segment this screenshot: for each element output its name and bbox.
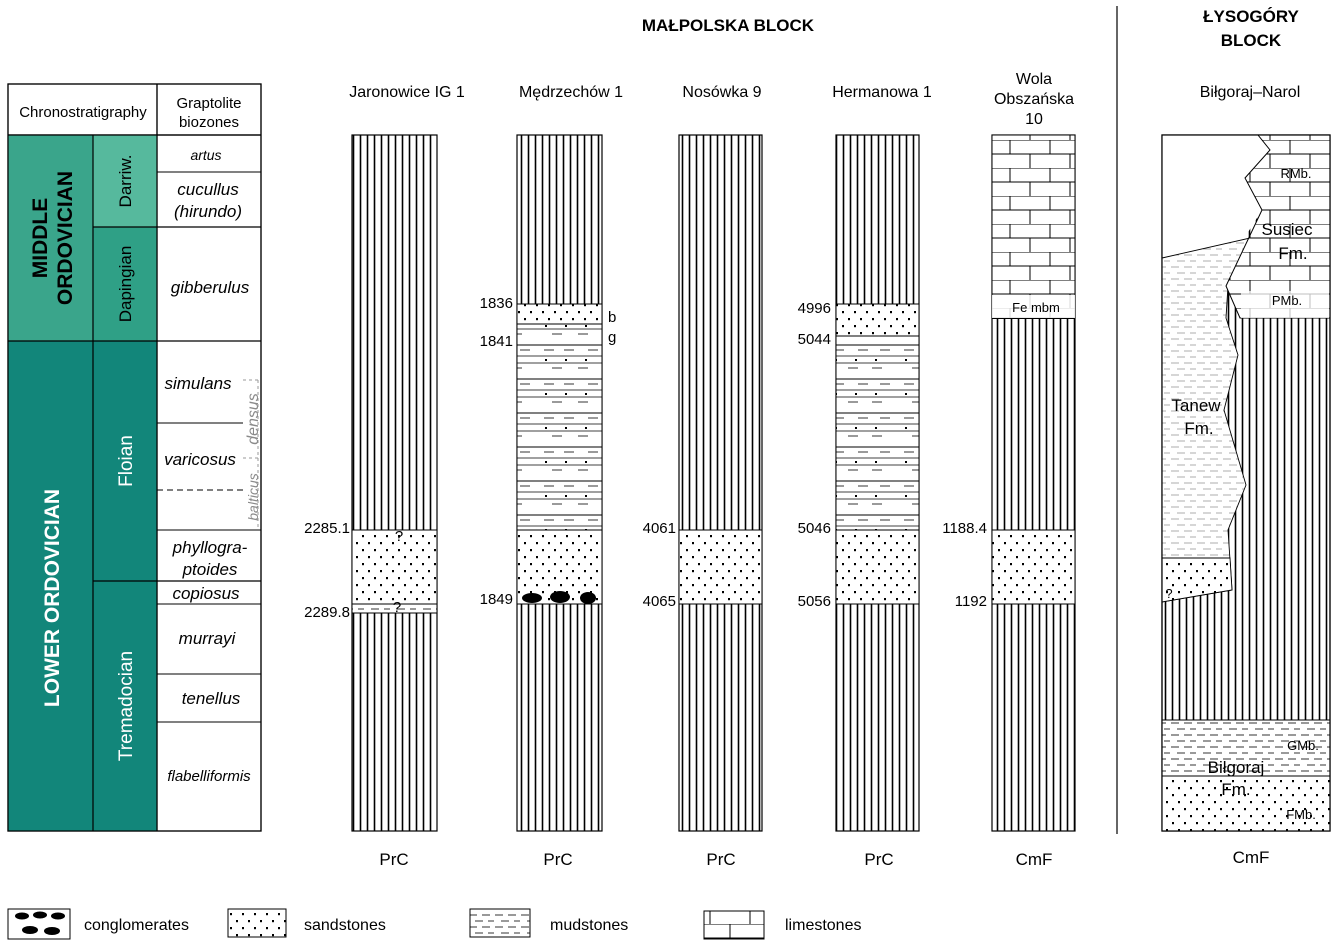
graptolite-header-2: biozones <box>179 114 239 131</box>
bilgoraj-rmb: RMb. <box>1280 166 1311 181</box>
well-jaronowice-name: Jaronowice IG 1 <box>349 84 465 101</box>
well-hermanowa-name: Hermanowa 1 <box>832 84 932 101</box>
hermanowa-depth-2: 5044 <box>798 331 831 348</box>
hermanowa-depth-3: 5046 <box>798 520 831 537</box>
malopolska-block-title: MAŁPOLSKA BLOCK <box>642 16 815 35</box>
bilgoraj-fmb: FMb. <box>1286 807 1316 822</box>
section-bilgoraj-name: Biłgoraj–Narol <box>1200 84 1301 101</box>
graptolite-header-1: Graptolite <box>176 95 241 112</box>
zone-hirundo: (hirundo) <box>174 202 242 221</box>
hermanowa-base-unit: PrC <box>864 850 893 869</box>
jaronowice-bottom-depth: 2289.8 <box>304 604 350 621</box>
section-bilgoraj-narol <box>1161 134 1331 832</box>
well-hermanowa <box>835 134 920 832</box>
zone-artus: artus <box>190 147 221 163</box>
middle-ordovician-cell <box>8 135 93 341</box>
bilgoraj-formation-1: Biłgoraj <box>1208 758 1265 777</box>
zone-phyllograptoides-2: ptoides <box>182 560 238 579</box>
zone-copiosus: copiosus <box>172 584 240 603</box>
lower-ordovician-cell <box>8 341 93 831</box>
medrzechow-depth-2: 1841 <box>480 333 513 350</box>
nosowka-top-depth: 4061 <box>643 520 676 537</box>
wola-top-depth: 1188.4 <box>942 520 987 537</box>
bilgoraj-base-unit: CmF <box>1233 848 1270 867</box>
zone-phyllograptoides-1: phyllogra- <box>172 538 248 557</box>
hermanowa-depth-4: 5056 <box>798 593 831 610</box>
bilgoraj-susiec-1: Susiec <box>1261 220 1313 239</box>
bilgoraj-query: ? <box>1165 586 1172 601</box>
legend-mudstones-swatch <box>469 908 531 938</box>
well-medrzechow <box>516 134 603 832</box>
bilgoraj-formation-2: Fm. <box>1221 780 1250 799</box>
well-wola-name-1: Wola <box>1016 71 1052 88</box>
bilgoraj-tanew-2: Fm. <box>1184 419 1213 438</box>
bilgoraj-pmb: PMb. <box>1272 293 1302 308</box>
well-nosowka-name: Nosówka 9 <box>682 84 761 101</box>
bilgoraj-susiec-2: Fm. <box>1278 244 1307 263</box>
dapingian-label: Dapingian <box>116 246 135 323</box>
lower-ordovician-label: LOWER ORDOVICIAN <box>41 489 64 707</box>
jaronowice-query-top: ? <box>395 528 403 545</box>
medrzechow-label-b: b <box>608 309 616 326</box>
darriwilian-cell <box>93 135 157 227</box>
legend-conglomerates-label: conglomerates <box>84 917 189 934</box>
darriwilian-label: Darriw. <box>116 155 135 208</box>
nosowka-bottom-depth: 4065 <box>643 593 676 610</box>
zone-varicosus: varicosus <box>164 450 236 469</box>
hermanowa-depth-1: 4996 <box>798 300 831 317</box>
legend-limestones-label: limestones <box>785 917 861 934</box>
wola-fe-member: Fe mbm <box>1012 300 1060 315</box>
medrzechow-label-g: g <box>608 329 616 346</box>
conglomerate-pebble <box>522 593 542 603</box>
zone-balticus: balticus <box>245 473 261 520</box>
chronostratigraphy-header: Chronostratigraphy <box>19 104 147 121</box>
zone-flabelliformis: flabelliformis <box>167 768 251 785</box>
jaronowice-query-bottom: ? <box>393 599 401 616</box>
medrzechow-base-unit: PrC <box>543 850 572 869</box>
well-medrzechow-name: Mędrzechów 1 <box>519 84 623 101</box>
lysogory-block-title-1: ŁYSOGÓRY <box>1203 7 1299 26</box>
zone-gibberulus: gibberulus <box>171 278 250 297</box>
legend-limestones-swatch <box>703 910 765 940</box>
middle-ordovician-label-1: MIDDLE <box>29 198 52 279</box>
jaronowice-base-unit: PrC <box>379 850 408 869</box>
floian-cell <box>93 341 157 581</box>
legend-sandstones-swatch <box>227 908 287 938</box>
well-wola-obszanska <box>991 134 1076 832</box>
medrzechow-depth-3: 1849 <box>480 591 513 608</box>
medrzechow-depth-1: 1836 <box>480 295 513 312</box>
legend-sandstones-label: sandstones <box>304 917 386 934</box>
wola-bottom-depth: 1192 <box>955 593 987 610</box>
zone-tenellus: tenellus <box>182 689 241 708</box>
tremadocian-label: Tremadocian <box>116 651 137 761</box>
legend-mudstones-label: mudstones <box>550 917 628 934</box>
nosowka-base-unit: PrC <box>706 850 735 869</box>
zone-murrayi: murrayi <box>179 629 237 648</box>
well-wola-name-3: 10 <box>1025 111 1043 128</box>
conglomerate-pebble <box>580 592 596 604</box>
chronostratigraphy-table <box>7 83 262 832</box>
bilgoraj-gmb: GMb. <box>1287 738 1319 753</box>
legend <box>7 908 765 940</box>
bilgoraj-tanew-1: Tanew <box>1171 396 1221 415</box>
middle-ordovician-label-2: ORDOVICIAN <box>54 171 77 305</box>
well-nosowka <box>678 134 763 832</box>
well-wola-name-2: Obszańska <box>994 91 1074 108</box>
zone-densus: densus <box>245 393 262 445</box>
jaronowice-top-depth: 2285.1 <box>304 520 350 537</box>
lysogory-block-title-2: BLOCK <box>1221 31 1282 50</box>
floian-label: Floian <box>116 435 137 487</box>
zone-simulans: simulans <box>164 374 232 393</box>
conglomerate-pebble <box>550 591 570 603</box>
wola-base-unit: CmF <box>1016 850 1053 869</box>
tremadocian-cell <box>93 581 157 831</box>
zone-cucullus: cucullus <box>177 180 239 199</box>
dapingian-cell <box>93 227 157 341</box>
well-jaronowice <box>351 134 438 832</box>
